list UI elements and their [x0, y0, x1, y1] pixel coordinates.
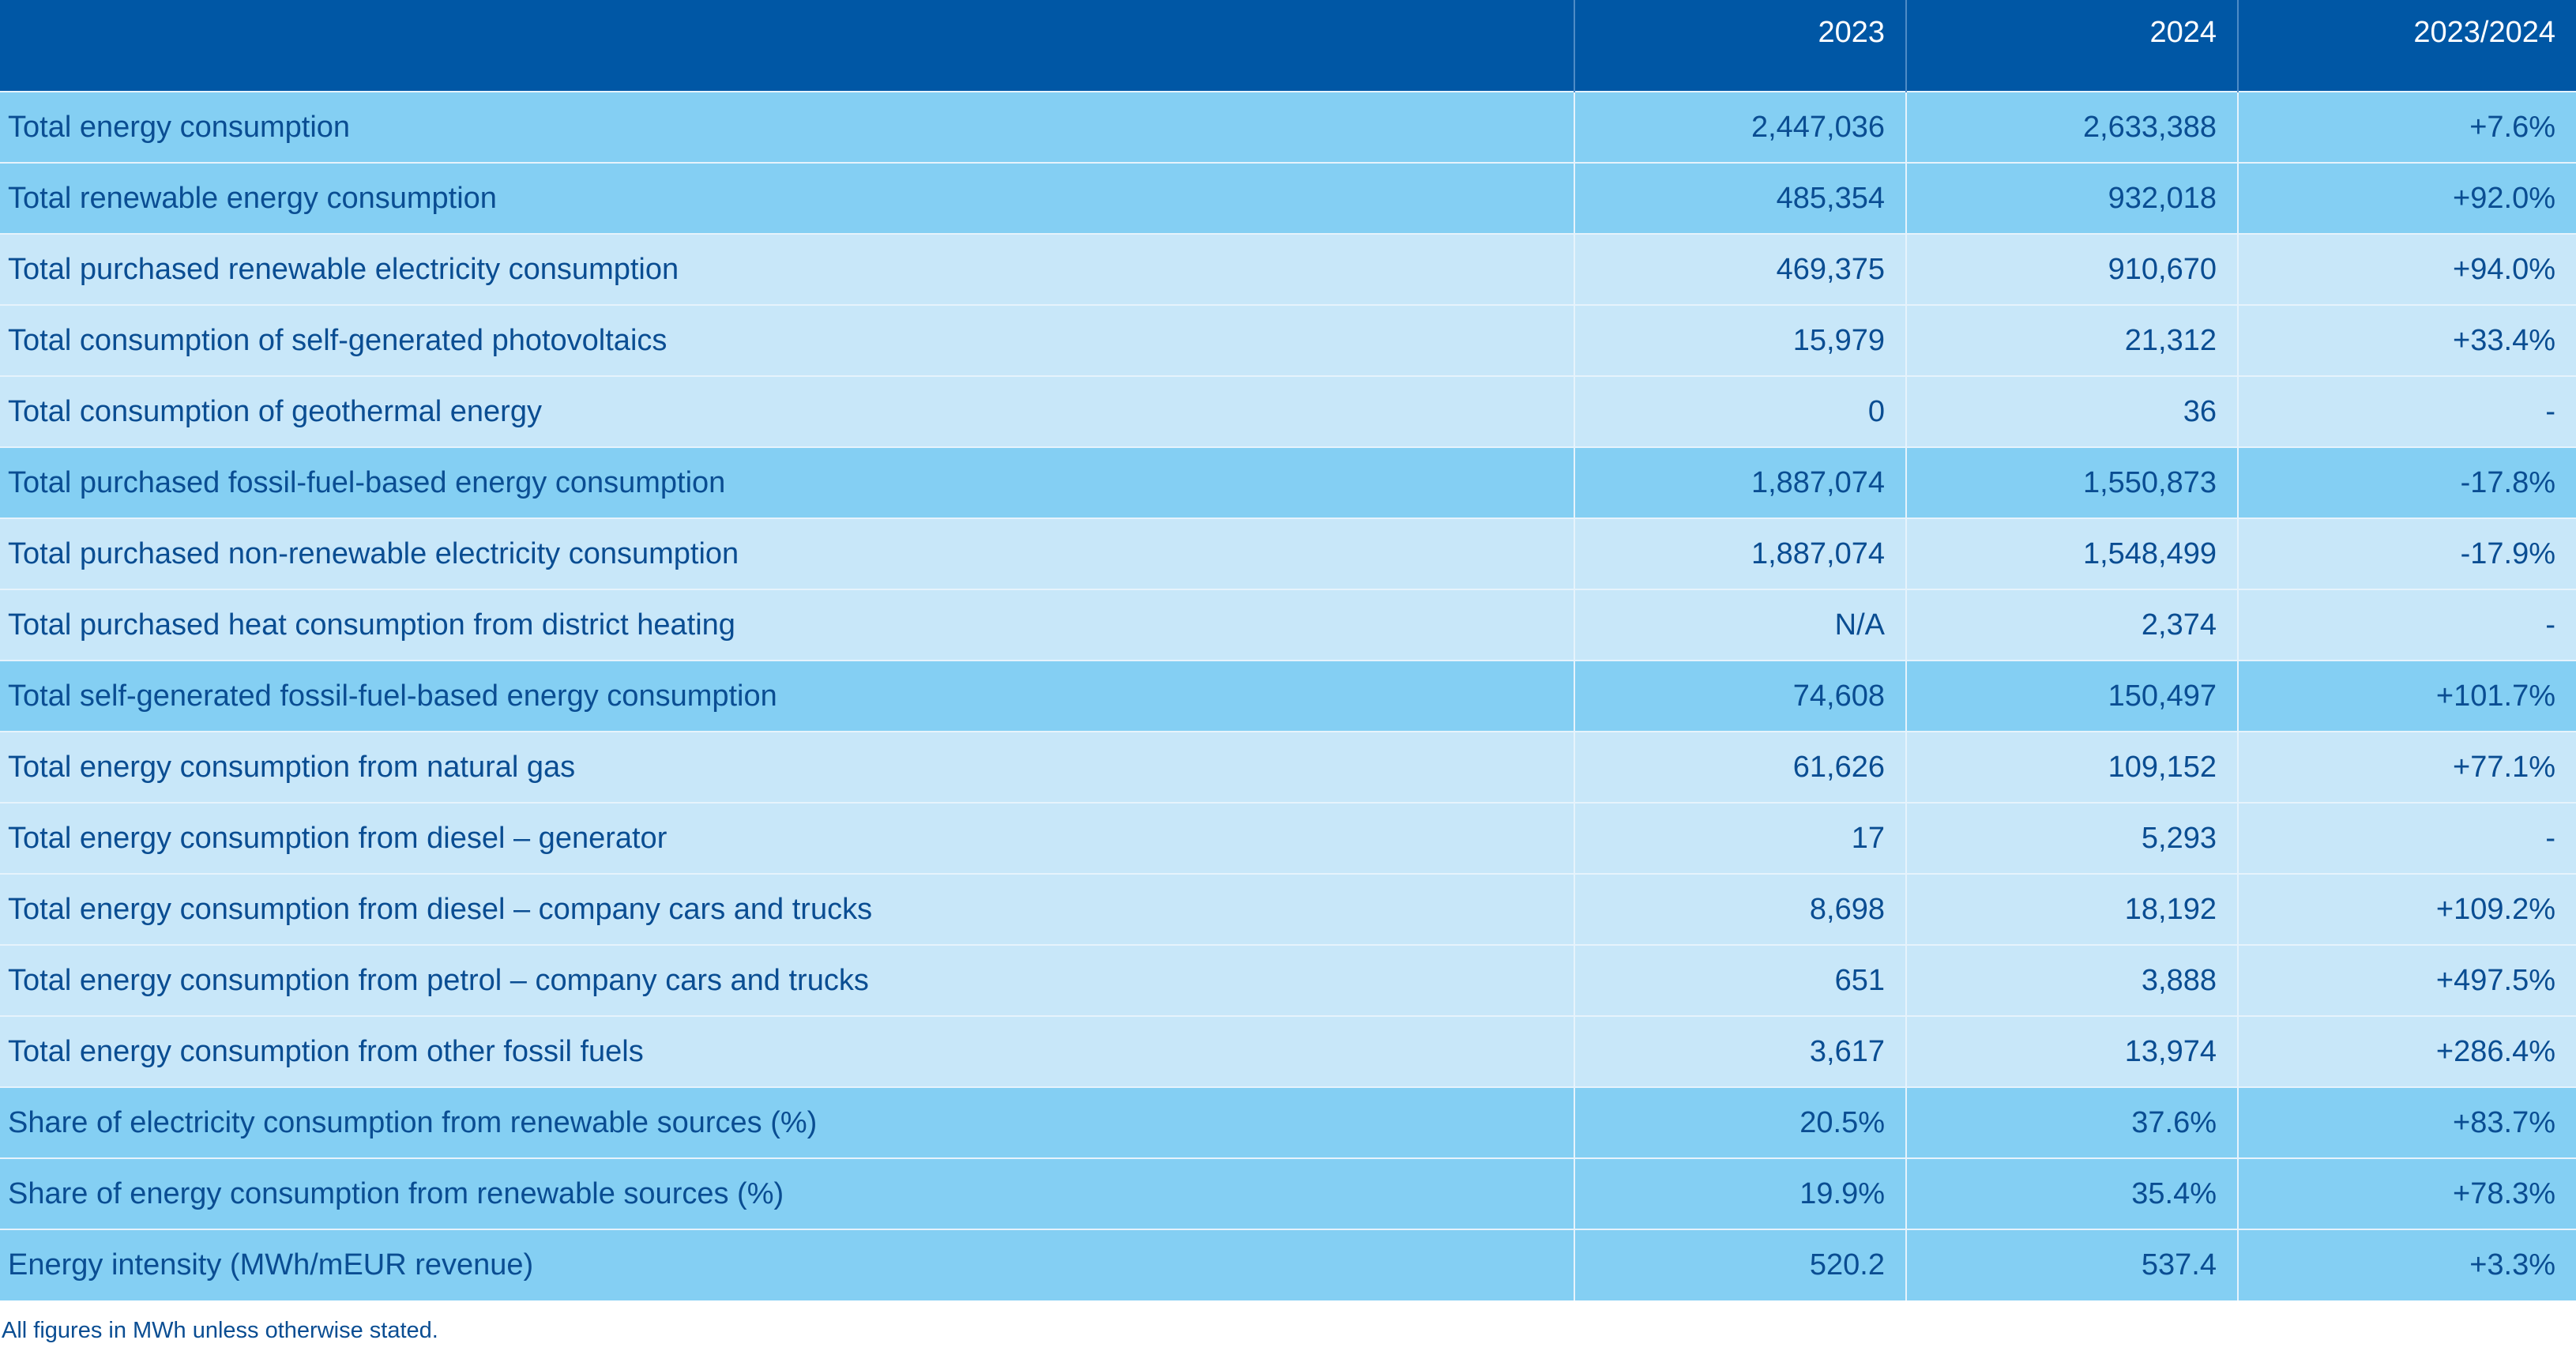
row-label: Total self-generated fossil-fuel-based e…	[0, 660, 1574, 732]
value-change: +109.2%	[2237, 873, 2576, 945]
value-2023: 15,979	[1574, 304, 1906, 376]
row-label: Energy intensity (MWh/mEUR revenue)	[0, 1229, 1574, 1300]
row-label: Share of energy consumption from renewab…	[0, 1157, 1574, 1229]
header-2023: 2023	[1574, 0, 1906, 92]
value-change: +78.3%	[2237, 1157, 2576, 1229]
row-label: Total energy consumption from natural ga…	[0, 731, 1574, 803]
table-body: Total energy consumption 2,447,036 2,633,3…	[0, 91, 2576, 1300]
value-2023: 469,375	[1574, 233, 1906, 305]
row-label: Total purchased renewable electricity co…	[0, 233, 1574, 305]
table-row: Energy intensity (MWh/mEUR revenue) 520.2…	[0, 1229, 2576, 1300]
value-2024: 2,374	[1905, 589, 2238, 661]
table-row: Total energy consumption from other foss…	[0, 1015, 2576, 1087]
value-2023: 61,626	[1574, 731, 1906, 803]
value-change: +77.1%	[2237, 731, 2576, 803]
value-change: +92.0%	[2237, 162, 2576, 234]
value-2024: 35.4%	[1905, 1157, 2238, 1229]
table-row: Total energy consumption from diesel – g…	[0, 802, 2576, 874]
row-label: Total energy consumption from diesel – g…	[0, 802, 1574, 874]
value-change: -	[2237, 802, 2576, 874]
row-label: Total energy consumption	[0, 91, 1574, 163]
table-row: Total energy consumption 2,447,036 2,633,3…	[0, 91, 2576, 163]
header-change: 2023/2024	[2237, 0, 2576, 92]
header-2024: 2024	[1905, 0, 2238, 92]
value-change: +94.0%	[2237, 233, 2576, 305]
value-2023: 651	[1574, 944, 1906, 1016]
value-change: +101.7%	[2237, 660, 2576, 732]
table-row: Share of energy consumption from renewab…	[0, 1157, 2576, 1229]
value-change: +497.5%	[2237, 944, 2576, 1016]
value-2024: 150,497	[1905, 660, 2238, 732]
row-label: Total consumption of geothermal energy	[0, 375, 1574, 447]
row-label: Total energy consumption from petrol – c…	[0, 944, 1574, 1016]
row-label: Total consumption of self-generated phot…	[0, 304, 1574, 376]
value-2024: 537.4	[1905, 1229, 2238, 1300]
value-2024: 2,633,388	[1905, 91, 2238, 163]
value-2024: 109,152	[1905, 731, 2238, 803]
table-row: Total purchased renewable electricity co…	[0, 233, 2576, 305]
value-2024: 13,974	[1905, 1015, 2238, 1087]
row-label: Total purchased fossil-fuel-based energy…	[0, 446, 1574, 518]
value-2024: 5,293	[1905, 802, 2238, 874]
value-2023: 19.9%	[1574, 1157, 1906, 1229]
value-change: -	[2237, 375, 2576, 447]
value-2023: 0	[1574, 375, 1906, 447]
value-2023: 2,447,036	[1574, 91, 1906, 163]
energy-consumption-table: 2023 2024 2023/2024 Total energy consump…	[0, 0, 2576, 1300]
value-2024: 21,312	[1905, 304, 2238, 376]
value-2023: 74,608	[1574, 660, 1906, 732]
table-row: Total purchased non-renewable electricit…	[0, 518, 2576, 589]
value-2024: 37.6%	[1905, 1086, 2238, 1158]
footnote: All figures in MWh unless otherwise stat…	[2, 1318, 438, 1343]
value-change: +286.4%	[2237, 1015, 2576, 1087]
value-change: +3.3%	[2237, 1229, 2576, 1300]
row-label: Total renewable energy consumption	[0, 162, 1574, 234]
value-change: -17.8%	[2237, 446, 2576, 518]
table-row: Total consumption of self-generated phot…	[0, 304, 2576, 376]
row-label: Total energy consumption from other foss…	[0, 1015, 1574, 1087]
row-label: Total energy consumption from diesel – c…	[0, 873, 1574, 945]
value-2023: 20.5%	[1574, 1086, 1906, 1158]
value-2023: 520.2	[1574, 1229, 1906, 1300]
table-row: Total self-generated fossil-fuel-based e…	[0, 660, 2576, 732]
value-2023: 8,698	[1574, 873, 1906, 945]
table-row: Total purchased heat consumption from di…	[0, 589, 2576, 661]
table-row: Total consumption of geothermal energy 0 3…	[0, 375, 2576, 447]
table-row: Total purchased fossil-fuel-based energy…	[0, 446, 2576, 518]
value-2024: 3,888	[1905, 944, 2238, 1016]
value-change: +33.4%	[2237, 304, 2576, 376]
value-2023: N/A	[1574, 589, 1906, 661]
value-change: -	[2237, 589, 2576, 661]
table-row: Total renewable energy consumption 485,35…	[0, 162, 2576, 234]
value-2024: 932,018	[1905, 162, 2238, 234]
value-2023: 1,887,074	[1574, 518, 1906, 589]
row-label: Share of electricity consumption from re…	[0, 1086, 1574, 1158]
table-row: Total energy consumption from petrol – c…	[0, 944, 2576, 1016]
table-header-row: 2023 2024 2023/2024	[0, 0, 2576, 92]
value-2024: 18,192	[1905, 873, 2238, 945]
value-2024: 1,550,873	[1905, 446, 2238, 518]
value-2024: 910,670	[1905, 233, 2238, 305]
value-2023: 3,617	[1574, 1015, 1906, 1087]
value-2023: 17	[1574, 802, 1906, 874]
value-change: -17.9%	[2237, 518, 2576, 589]
value-change: +83.7%	[2237, 1086, 2576, 1158]
value-2024: 1,548,499	[1905, 518, 2238, 589]
row-label: Total purchased heat consumption from di…	[0, 589, 1574, 661]
table-row: Total energy consumption from natural ga…	[0, 731, 2576, 803]
table-row: Share of electricity consumption from re…	[0, 1086, 2576, 1158]
value-change: +7.6%	[2237, 91, 2576, 163]
value-2023: 1,887,074	[1574, 446, 1906, 518]
row-label: Total purchased non-renewable electricit…	[0, 518, 1574, 589]
table-row: Total energy consumption from diesel – c…	[0, 873, 2576, 945]
value-2023: 485,354	[1574, 162, 1906, 234]
value-2024: 36	[1905, 375, 2238, 447]
header-label-cell	[0, 0, 1574, 92]
